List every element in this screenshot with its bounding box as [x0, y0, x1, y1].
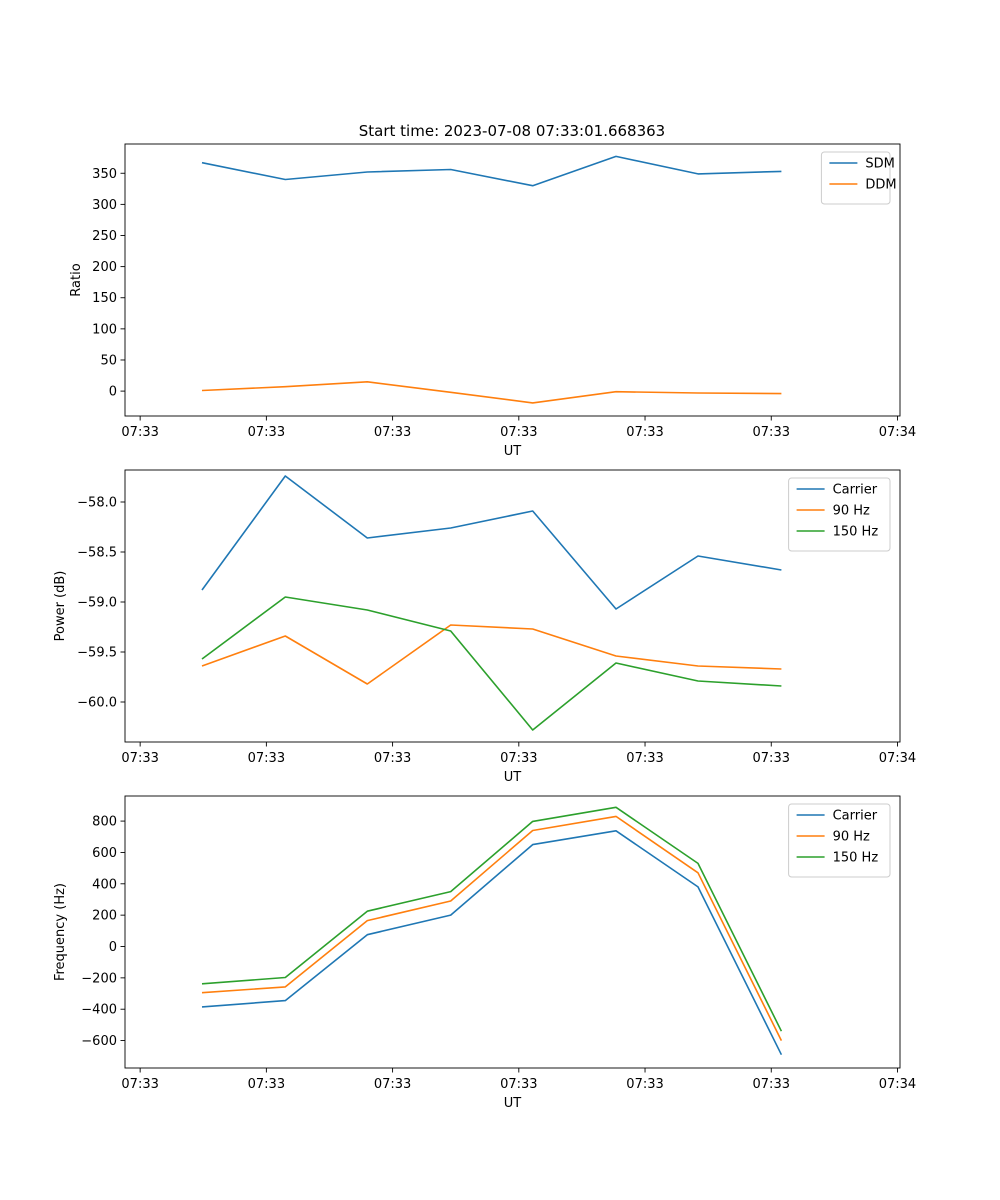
- x-tick-label: 07:33: [374, 1077, 411, 1092]
- x-tick-label: 07:34: [879, 751, 916, 766]
- chart-1: 07:33 07:33 07:33 07:33 07:33 07:33 07:34 0 50 10…: [69, 143, 916, 459]
- x-tick-label: 07:33: [626, 751, 663, 766]
- legend-label: 90 Hz: [833, 830, 870, 845]
- legend-box: [788, 803, 891, 878]
- y-tick-label: −58.0: [77, 496, 117, 511]
- x-tick-label: 07:33: [753, 425, 790, 440]
- y-tick-label: −59.0: [77, 596, 117, 611]
- legend: Carrier 90 Hz 150 Hz: [788, 477, 891, 552]
- y-tick-label: −600: [81, 1034, 117, 1049]
- y-tick-label: 800: [92, 815, 117, 830]
- chart-3: 07:33 07:33 07:33 07:33 07:33 07:33 07:34 −600 −…: [53, 795, 916, 1111]
- legend-label: 90 Hz: [833, 504, 870, 519]
- axes-frame: [124, 795, 901, 1069]
- x-tick-label: 07:33: [248, 1077, 285, 1092]
- y-tick-label: 350: [92, 167, 117, 182]
- series-line-90-hz: [201, 624, 782, 685]
- series-line-90-hz: [201, 815, 783, 1041]
- x-tick-label: 07:33: [500, 751, 537, 766]
- legend: SDM DDM: [820, 151, 897, 205]
- series-line-carrier: [201, 475, 782, 610]
- y-tick-label: 0: [109, 940, 117, 955]
- x-tick-label: 07:33: [374, 751, 411, 766]
- x-tick-label: 07:33: [500, 1077, 537, 1092]
- x-tick-label: 07:33: [753, 1077, 790, 1092]
- series-line-ddm: [201, 380, 782, 404]
- y-tick-label: 0: [109, 385, 117, 400]
- axes-frame: [124, 143, 901, 417]
- x-axis-label: UT: [504, 1096, 522, 1111]
- y-tick-label: 200: [92, 260, 117, 275]
- legend-label: DDM: [865, 178, 896, 193]
- series-line-carrier: [201, 829, 783, 1056]
- x-tick-label: 07:33: [121, 1077, 158, 1092]
- legend-label: Carrier: [833, 809, 878, 824]
- y-tick-label: 50: [100, 353, 117, 368]
- figure-title: Start time: 2023-07-08 07:33:01.668363: [359, 122, 665, 140]
- y-tick-label: −200: [81, 971, 117, 986]
- y-tick-label: 250: [92, 229, 117, 244]
- x-tick-label: 07:33: [121, 425, 158, 440]
- chart-2: 07:33 07:33 07:33 07:33 07:33 07:33 07:34 −60.0…: [53, 469, 916, 785]
- x-tick-label: 07:33: [500, 425, 537, 440]
- y-axis-label: Frequency (Hz): [53, 883, 68, 981]
- x-tick-label: 07:33: [248, 425, 285, 440]
- y-axis-label: Power (dB): [53, 571, 68, 642]
- legend-label: 150 Hz: [833, 851, 879, 866]
- x-tick-label: 07:33: [626, 425, 663, 440]
- y-tick-label: −59.5: [77, 646, 117, 661]
- x-tick-label: 07:34: [879, 1077, 916, 1092]
- y-tick-label: −400: [81, 1003, 117, 1018]
- series-line-sdm: [201, 155, 782, 187]
- y-tick-label: 100: [92, 322, 117, 337]
- y-axis-label: Ratio: [69, 263, 84, 296]
- axes-frame: [124, 469, 901, 743]
- y-tick-label: 150: [92, 291, 117, 306]
- x-axis-label: UT: [504, 770, 522, 785]
- x-tick-label: 07:33: [374, 425, 411, 440]
- legend: Carrier 90 Hz 150 Hz: [788, 803, 891, 878]
- legend-label: Carrier: [833, 483, 878, 498]
- y-tick-label: −60.0: [77, 696, 117, 711]
- y-tick-label: 400: [92, 877, 117, 892]
- series-line-150-hz: [201, 806, 783, 1032]
- y-tick-label: 600: [92, 846, 117, 861]
- y-tick-label: 300: [92, 198, 117, 213]
- x-tick-label: 07:33: [121, 751, 158, 766]
- x-tick-label: 07:33: [753, 751, 790, 766]
- legend-box: [820, 151, 891, 205]
- legend-label: 150 Hz: [833, 525, 879, 540]
- x-tick-label: 07:33: [248, 751, 285, 766]
- x-tick-label: 07:33: [626, 1077, 663, 1092]
- series-line-150-hz: [201, 596, 782, 731]
- chart-panels: 07:33 07:33 07:33 07:33 07:33 07:33 07:34 0 50 10…: [53, 143, 916, 1111]
- y-tick-label: 200: [92, 909, 117, 924]
- x-tick-label: 07:34: [879, 425, 916, 440]
- x-axis-label: UT: [504, 444, 522, 459]
- legend-label: SDM: [865, 157, 894, 172]
- y-tick-label: −58.5: [77, 546, 117, 561]
- legend-box: [788, 477, 891, 552]
